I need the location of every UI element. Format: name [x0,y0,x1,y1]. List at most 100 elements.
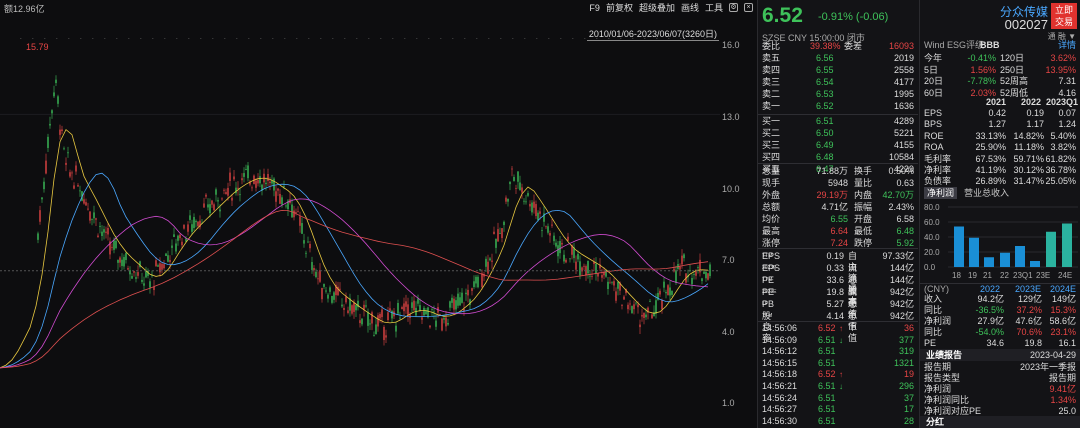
perf-row: 5日 1.56% 250日 13.95% [924,64,1076,75]
fin-row: ROA 25.90% 11.18% 3.82% [924,142,1076,153]
amount-label: 额12.96亿 [4,4,45,14]
quote-panel: 6.52 -0.91% (-0.06) SZSE CNY 15:00:00 闭市… [757,0,919,428]
svg-text:*: * [512,38,514,41]
profit-bar [954,226,964,267]
stat-row: 外盘 29.19万 内盘 42.70万 [762,190,914,200]
chart-tabs: 净利润 营业总收入 [924,187,1012,199]
bar-x-tick: 18 [952,271,961,280]
order-book-row[interactable]: 卖四 6.55 2558 [762,65,914,75]
order-book-row[interactable]: 买五 6.47 4229 [762,164,914,174]
svg-text:*: * [32,38,34,41]
fin-row: ROE 33.13% 14.82% 5.40% [924,130,1076,141]
svg-text:*: * [656,38,658,41]
svg-text:*: * [416,38,418,41]
y-tick: 13.0 [722,112,740,122]
tick-row: 14:56:15 6.51 1321 [762,357,914,368]
svg-text:*: * [548,38,550,41]
order-book-row[interactable]: 买四 6.48 10584 [762,152,914,162]
tick-row: 14:56:18 6.52 ↑ 19 [762,369,914,380]
profit-bar [969,237,979,267]
svg-text:*: * [284,38,286,41]
svg-text:*: * [596,38,598,41]
svg-text:*: * [704,38,706,41]
svg-text:*: * [440,38,442,41]
valuation-row: 股息率 TTM 4.14 总市值 2 942亿 [762,311,914,343]
fin-row: 毛利率 67.53% 59.71% 61.82% [924,153,1076,164]
profit-bar [1062,223,1072,267]
svg-text:*: * [476,38,478,41]
kline-chart[interactable]: 额12.96亿 F9 前复权 超级叠加 画线 工具 ⚙ × 2010/01/06… [0,0,757,428]
svg-text:*: * [584,38,586,41]
forecast-row: 同比 -36.5% 37.2% 15.3% [924,305,1076,315]
tools-button[interactable]: 工具 [704,3,723,13]
fundamentals-panel: 分众传媒 002027 立即 交易 通 融 ▼ Wind ESG评级 BBB 详情… [919,0,1080,428]
svg-text:*: * [560,38,562,41]
valuation-row: PB LF 5.27 总市值 1 942亿 [762,299,914,331]
svg-text:*: * [260,38,262,41]
perf-row: 今年 -0.41% 120日 3.62% [924,53,1076,63]
close-icon[interactable]: × [744,3,753,12]
tab-revenue[interactable]: 营业总收入 [964,188,1010,198]
candlestick-plot[interactable]: * * * * * * * * * * * * * * * * * * * * * * * * * * * * * * * * * * * * * * * *… [0,38,720,428]
divider [758,114,918,115]
bar-x-tick: 21 [983,271,992,280]
svg-text:*: * [428,38,430,41]
stat-row: 总量 71.88万 换手 0.50% [762,166,914,176]
order-ratio-row: 委比 39.38% 委差 16093 [762,41,914,51]
svg-text:*: * [164,38,166,41]
svg-text:*: * [152,38,154,41]
trade-button[interactable]: 立即 交易 [1051,3,1077,29]
svg-text:*: * [680,38,682,41]
draw-button[interactable]: 画线 [680,3,699,13]
svg-text:*: * [92,38,94,41]
order-book-row[interactable]: 卖二 6.53 1995 [762,89,914,99]
perf-row: 60日 2.03% 52周低 4.16 [924,87,1076,98]
profit-bar [1046,231,1056,267]
adjust-button[interactable]: 前复权 [605,3,633,13]
esg-detail-link[interactable]: 详情 [1057,40,1076,50]
profit-bar [1015,246,1025,267]
valuation-row: EPS 2023E 0.33 流通股本 144亿 [762,263,914,306]
perf-row: 20日 -7.78% 52周高 7.31 [924,76,1076,86]
forecast-row: 同比 -54.0% 70.6% 23.1% [924,327,1076,337]
overlay-button[interactable]: 超级叠加 [638,3,675,13]
svg-text:*: * [464,38,466,41]
settings-icon[interactable]: ⚙ [729,3,738,12]
y-tick: 16.0 [722,40,740,50]
f9-button[interactable]: F9 [589,2,600,13]
order-book-row[interactable]: 买二 6.50 5221 [762,128,914,138]
order-book-row[interactable]: 卖一 6.52 1636 [762,101,914,111]
stat-row: 总额 4.71亿 振幅 2.43% [762,202,914,212]
order-book-row[interactable]: 买一 6.51 4289 [762,116,914,126]
bar-x-tick: 23E [1036,271,1050,280]
date-range[interactable]: 2010/01/06-2023/06/07(3260日) [586,29,719,41]
order-book-row[interactable]: 卖三 6.54 4177 [762,77,914,87]
tick-row: 14:56:21 6.51 ↓ 296 [762,381,914,391]
chart-topbar: 额12.96亿 F9 前复权 超级叠加 画线 工具 ⚙ × [0,0,757,14]
svg-text:*: * [44,38,46,41]
valuation-row: EPS TTM 0.19 自由流通 97.33亿 [762,251,914,294]
forecast-header: (CNY) 2022 2023E 2024E [920,283,1080,294]
report-row: 净利润对应PE 25.0 [924,406,1076,416]
bar-y-tick: 60.0 [924,218,940,227]
divider [758,163,918,164]
svg-text:*: * [80,38,82,41]
order-book-row[interactable]: 买三 6.49 4155 [762,140,914,150]
svg-text:*: * [20,38,22,41]
fin-row: BPS 1.27 1.17 1.24 [924,119,1076,130]
dividend-header[interactable]: 分红 [920,416,1080,428]
svg-text:*: * [404,38,406,41]
tab-net-profit[interactable]: 净利润 [924,187,958,199]
svg-text:*: * [692,38,694,41]
svg-text:*: * [608,38,610,41]
svg-text:*: * [236,38,238,41]
svg-text:*: * [380,38,382,41]
svg-text:*: * [668,38,670,41]
svg-text:*: * [356,38,358,41]
divider [758,321,918,322]
svg-text:*: * [452,38,454,41]
stat-row: 最高 6.64 最低 6.48 [762,226,914,236]
exchange-status: SZSE CNY 15:00:00 闭市 [762,33,865,43]
stock-name[interactable]: 分众传媒 [999,5,1048,19]
order-book-row[interactable]: 卖五 6.56 2019 [762,53,914,63]
